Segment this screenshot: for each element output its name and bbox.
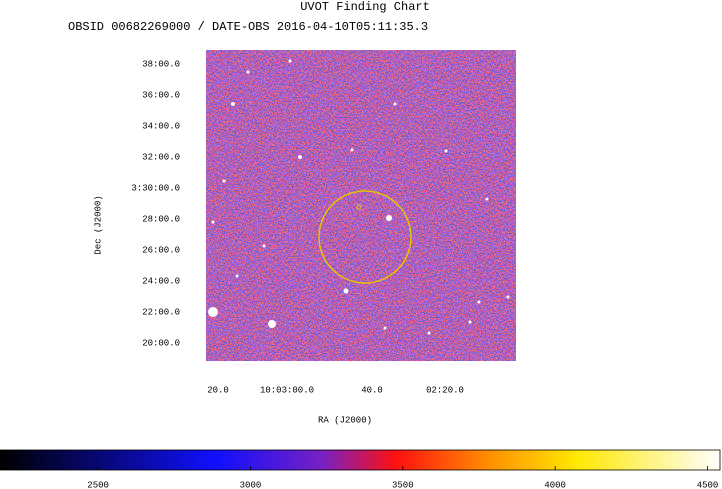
ra-tick-label: 10:03:00.0	[260, 385, 314, 395]
dec-tick-label: 32:00.0	[142, 152, 180, 162]
dec-tick-label: 36:00.0	[142, 90, 180, 100]
colorbar-tick-label: 3500	[392, 480, 414, 489]
ra-tick-label: 20.0	[207, 385, 229, 395]
sky-image	[206, 50, 516, 361]
dec-tick-label: 28:00.0	[142, 214, 180, 224]
dec-tick-label: 3:30:00.0	[131, 183, 180, 193]
colorbar-tick-label: 4500	[697, 480, 719, 489]
stars	[208, 59, 510, 335]
x-axis-label: RA (J2000)	[318, 415, 372, 425]
dec-tick-label: 34:00.0	[142, 121, 180, 131]
source-region	[318, 190, 412, 284]
dec-tick-label: 38:00.0	[142, 59, 180, 69]
source-marker	[356, 204, 362, 210]
colorbar-tick-label: 3000	[240, 480, 262, 489]
chart-subtitle: OBSID 00682269000 / DATE-OBS 2016-04-10T…	[68, 20, 428, 34]
colorbar-tick-label: 2500	[87, 480, 109, 489]
colorbar	[0, 449, 721, 471]
colorbar-ticks: 2500 3000 3500 4000 4500	[87, 466, 718, 489]
axes: 38:00.0 36:00.0 34:00.0 32:00.0 3:30:00.0 28:…	[131, 59, 464, 395]
dec-tick-label: 26:00.0	[142, 245, 180, 255]
dec-tick-label: 20:00.0	[142, 338, 180, 348]
y-axis-label: Dec (J2000)	[93, 195, 103, 254]
ra-tick-label: 40.0	[361, 385, 383, 395]
dec-tick-label: 24:00.0	[142, 276, 180, 286]
dec-tick-label: 22:00.0	[142, 307, 180, 317]
colorbar-tick-label: 4000	[544, 480, 566, 489]
ra-tick-label: 02:20.0	[426, 385, 464, 395]
chart-title: UVOT Finding Chart	[300, 0, 430, 14]
